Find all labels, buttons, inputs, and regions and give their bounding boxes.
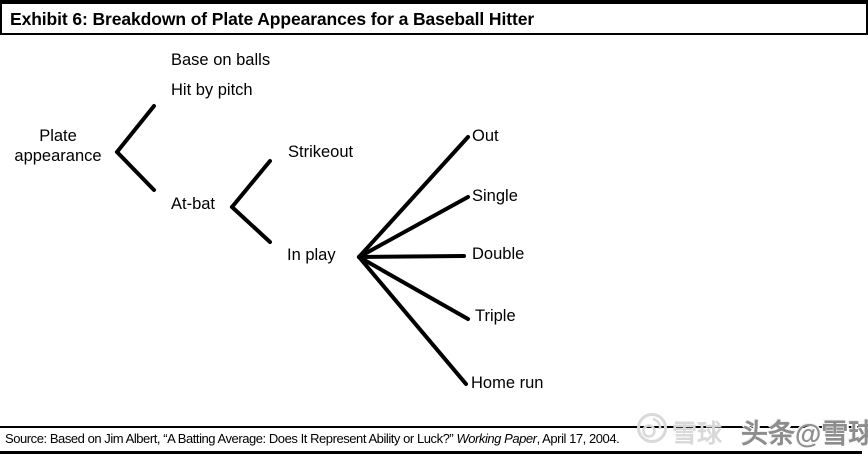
branch-inplay-to-out-line <box>357 135 470 259</box>
node-at-bat: At-bat <box>171 195 216 213</box>
exhibit-title: Exhibit 6: Breakdown of Plate Appearance… <box>10 9 535 29</box>
source-italic-text: Working Paper <box>456 431 537 446</box>
node-single: Single <box>472 187 518 205</box>
node-base-on-balls: Base on balls <box>171 51 271 69</box>
branch-inplay-to-triple-line <box>357 255 470 321</box>
node-in-play: In play <box>287 246 336 264</box>
source-text: Source: Based on Jim Albert, “A Batting … <box>5 431 457 446</box>
node-hit-by-pitch: Hit by pitch <box>171 81 253 99</box>
branch-plate-to-walks-line <box>115 104 156 154</box>
branch-inplay-to-single-line <box>357 195 470 259</box>
branch-atbat-to-inplay-line <box>230 205 272 244</box>
watermark-site-name: 雪球 <box>672 420 723 448</box>
node-plate-appearance: Plate appearance <box>14 127 102 165</box>
node-strikeout: Strikeout <box>288 143 354 161</box>
xueqiu-logo-icon <box>637 413 667 443</box>
branch-plate-to-atbat-line <box>115 150 156 192</box>
branch-inplay-to-homerun-line <box>357 255 468 386</box>
exhibit-title-box: Exhibit 6: Breakdown of Plate Appearance… <box>0 0 868 35</box>
branch-inplay-to-double-line <box>357 254 466 259</box>
node-triple: Triple <box>475 307 516 325</box>
bottom-border-rule <box>0 451 862 454</box>
watermark-credit: 头条@雪球 <box>741 419 868 449</box>
source-divider-rule <box>0 426 868 428</box>
node-home-run: Home run <box>471 374 544 392</box>
source-suffix-text: , April 17, 2004. <box>536 431 620 446</box>
node-out: Out <box>472 127 499 145</box>
node-double: Double <box>472 245 525 263</box>
branch-atbat-to-strikeout-line <box>230 159 272 209</box>
source-note: Source: Based on Jim Albert, “A Batting … <box>5 431 620 446</box>
